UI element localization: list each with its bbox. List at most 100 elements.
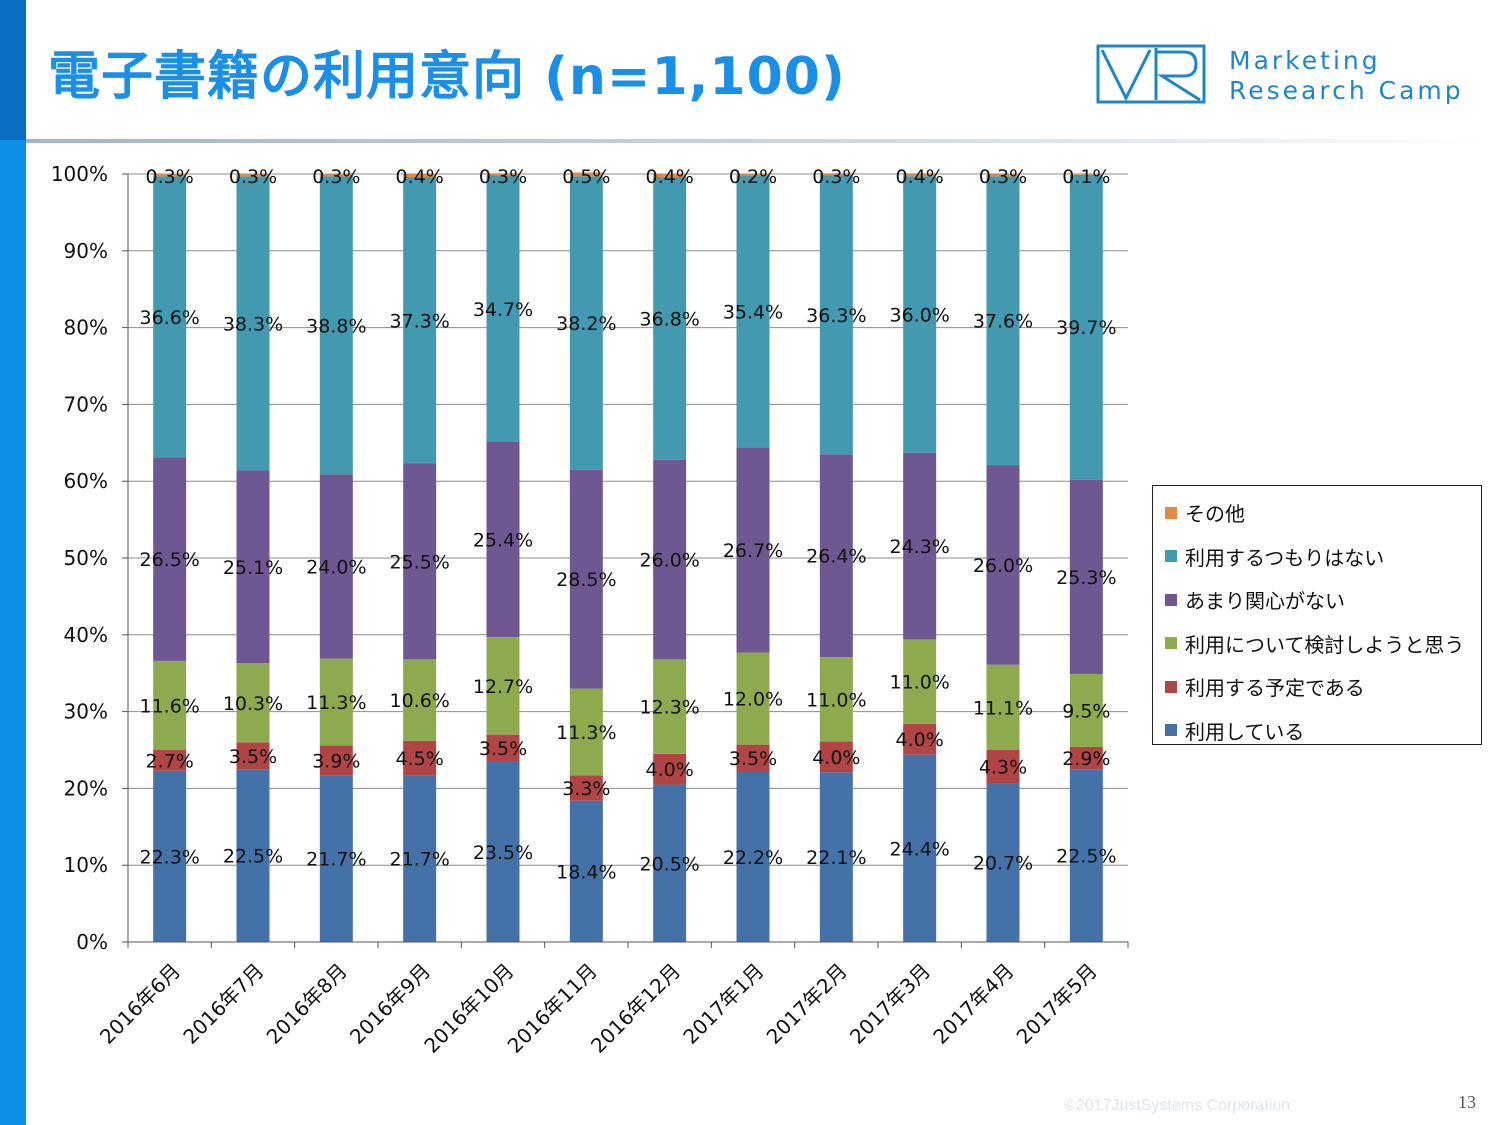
- data-label: 12.0%: [723, 689, 783, 711]
- legend-label: 利用する予定である: [1185, 676, 1365, 701]
- data-label: 38.8%: [306, 315, 366, 337]
- bar-segment: [403, 740, 437, 776]
- data-label: 2.9%: [1062, 748, 1110, 770]
- data-label: 22.3%: [139, 846, 199, 868]
- data-label: 0.4%: [896, 166, 944, 188]
- bar-segment: [653, 174, 687, 178]
- bar-segment: [653, 659, 687, 754]
- copyright-text: ©2017JustSystems Corporation: [1064, 1097, 1291, 1114]
- grid-layer: [128, 173, 1128, 866]
- bar-segment: [236, 470, 270, 664]
- bar-segment: [736, 771, 770, 942]
- data-label: 10.6%: [389, 690, 449, 712]
- bar-segment: [319, 174, 353, 177]
- data-label: 12.7%: [473, 676, 533, 698]
- data-label: 4.0%: [646, 759, 694, 781]
- bar-segment: [319, 474, 353, 659]
- y-tick-label: 80%: [64, 316, 108, 340]
- data-label: 0.3%: [146, 166, 194, 188]
- bar-segment: [653, 459, 687, 660]
- x-tick-label: 2016年12月: [586, 959, 685, 1058]
- bar-segment: [236, 663, 270, 743]
- bar-segment: [569, 800, 603, 942]
- data-label: 0.4%: [396, 166, 444, 188]
- bar-segment: [486, 761, 520, 942]
- legend-item: 利用する予定である: [1153, 665, 1481, 709]
- page-number: 13: [1458, 1092, 1476, 1112]
- bar-segment: [153, 176, 187, 458]
- bar-segment: [403, 659, 437, 741]
- data-label: 4.0%: [896, 729, 944, 751]
- legend-label: 利用している: [1185, 719, 1305, 744]
- data-label: 0.1%: [1062, 166, 1110, 188]
- bar-segment: [736, 447, 770, 653]
- legend-swatch: [1165, 680, 1177, 693]
- bar-segment: [403, 775, 437, 942]
- data-label: 11.0%: [806, 689, 866, 711]
- y-tick-label: 10%: [64, 853, 108, 877]
- data-label: 36.0%: [889, 305, 949, 327]
- x-tick-label: 2017年5月: [1012, 959, 1102, 1049]
- data-label: 4.0%: [812, 747, 860, 769]
- data-label: 20.5%: [639, 853, 699, 875]
- bar-segment: [486, 173, 520, 176]
- data-label-layer: 22.3% 2.7% 11.6% 26.5% 36.6% 0.3% 22.5% 3.5% 10.…: [139, 166, 1116, 883]
- bar-segment: [569, 688, 603, 776]
- data-label: 4.3%: [979, 757, 1027, 779]
- bar-segment: [903, 452, 937, 640]
- y-tick-label: 50%: [64, 546, 108, 570]
- bar-segment: [903, 639, 937, 724]
- data-label: 22.1%: [806, 847, 866, 869]
- data-label: 0.3%: [979, 166, 1027, 188]
- y-tick-label: 0%: [76, 930, 108, 954]
- mr-logo-icon: [1096, 44, 1206, 104]
- x-tick-label: 2017年1月: [678, 959, 768, 1049]
- bar-segment: [819, 657, 853, 742]
- data-label: 22.5%: [1056, 846, 1116, 868]
- data-label: 26.0%: [639, 550, 699, 572]
- legend-swatch: [1165, 550, 1177, 563]
- data-label: 0.5%: [562, 166, 610, 188]
- bar-segment: [569, 172, 603, 177]
- x-tick-label: 2016年6月: [95, 959, 185, 1049]
- data-label: 3.5%: [479, 738, 527, 760]
- bar-segment: [653, 784, 687, 942]
- logo-text: Marketing Research Camp: [1229, 46, 1464, 106]
- bar-segment: [903, 723, 937, 755]
- x-tick-label: 2017年2月: [762, 959, 852, 1049]
- data-label: 2.7%: [146, 750, 194, 772]
- data-label: 35.4%: [723, 301, 783, 323]
- y-tick-label: 90%: [64, 239, 108, 263]
- bar-segment: [819, 741, 853, 773]
- bar-segment: [153, 750, 187, 771]
- data-label: 0.3%: [229, 166, 277, 188]
- bar-segment: [653, 177, 687, 460]
- data-label: 20.7%: [973, 853, 1033, 875]
- bar-segment: [1069, 769, 1103, 942]
- data-label: 25.5%: [389, 551, 449, 573]
- bar-segment: [486, 734, 520, 762]
- data-label: 38.3%: [223, 313, 283, 335]
- bar-segment: [986, 176, 1020, 466]
- legend-item: あまり関心がない: [1153, 578, 1481, 622]
- legend-label: あまり関心がない: [1185, 589, 1345, 614]
- data-label: 28.5%: [556, 569, 616, 591]
- bar-segment: [403, 463, 437, 660]
- y-tick-label: 20%: [64, 776, 108, 800]
- bar-segment: [1069, 174, 1103, 480]
- legend-swatch: [1165, 506, 1177, 519]
- data-label: 26.4%: [806, 546, 866, 568]
- bar-segment: [319, 176, 353, 475]
- data-label: 25.3%: [1056, 567, 1116, 589]
- y-tick-label: 60%: [64, 469, 108, 493]
- data-label: 26.0%: [973, 555, 1033, 577]
- company-logo: Marketing Research Camp: [1096, 44, 1476, 106]
- y-tick-label: 70%: [64, 392, 108, 416]
- x-tick-label: 2017年4月: [928, 959, 1018, 1049]
- bar-segment: [153, 457, 187, 661]
- data-label: 11.0%: [889, 672, 949, 694]
- bar-segment: [319, 745, 353, 776]
- x-tick-label: 2017年3月: [845, 959, 935, 1049]
- data-label: 3.9%: [312, 750, 360, 772]
